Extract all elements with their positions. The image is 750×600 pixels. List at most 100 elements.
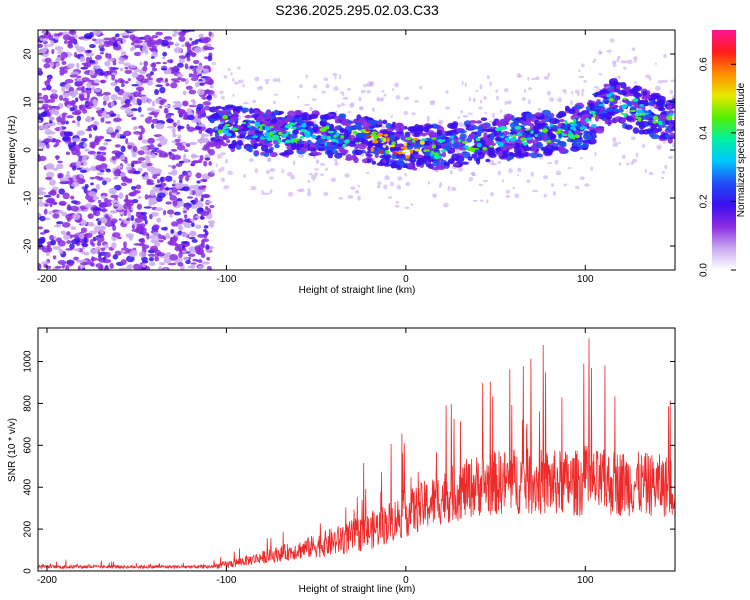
heatmap-cell bbox=[167, 240, 174, 245]
heatmap-cell bbox=[38, 187, 46, 191]
heatmap-cell bbox=[516, 142, 521, 148]
heatmap-cell bbox=[132, 170, 141, 175]
heatmap-cell bbox=[59, 94, 64, 101]
heatmap-cell bbox=[69, 177, 73, 185]
heatmap-cell bbox=[183, 149, 189, 152]
heatmap-cell bbox=[151, 170, 156, 175]
heatmap-cell bbox=[650, 125, 657, 130]
heatmap-cell bbox=[94, 135, 99, 142]
heatmap-cell bbox=[316, 138, 324, 143]
heatmap-cell bbox=[254, 121, 260, 126]
heatmap-cell bbox=[143, 34, 152, 42]
heatmap-cell bbox=[149, 189, 156, 196]
heatmap-cell bbox=[334, 161, 339, 167]
heatmap-cell bbox=[183, 218, 190, 223]
heatmap-cell bbox=[172, 179, 176, 185]
heatmap-cell bbox=[579, 176, 585, 181]
heatmap-cell bbox=[620, 112, 625, 115]
heatmap-cell bbox=[437, 139, 444, 143]
heatmap-cell bbox=[196, 103, 204, 110]
heatmap-cell bbox=[199, 154, 204, 161]
heatmap-cell bbox=[220, 152, 226, 156]
heatmap-cell bbox=[501, 126, 508, 130]
heatmap-cell bbox=[45, 163, 55, 170]
heatmap-cell bbox=[581, 113, 591, 119]
heatmap-cell bbox=[530, 171, 534, 177]
heatmap-cell bbox=[631, 136, 636, 141]
heatmap-cell bbox=[559, 112, 566, 117]
heatmap-cell bbox=[41, 261, 50, 265]
heatmap-cell bbox=[163, 237, 167, 241]
heatmap-cell bbox=[339, 127, 345, 134]
heatmap-cell bbox=[498, 132, 504, 137]
heatmap-cell bbox=[232, 77, 235, 82]
heatmap-cell bbox=[570, 122, 578, 127]
heatmap-cell bbox=[139, 227, 147, 234]
heatmap-cell bbox=[532, 139, 539, 145]
heatmap-cell bbox=[85, 56, 90, 64]
heatmap-cell bbox=[248, 158, 254, 162]
heatmap-cell bbox=[69, 164, 75, 168]
heatmap-cell bbox=[385, 149, 390, 154]
heatmap-cell bbox=[625, 110, 629, 113]
heatmap-cell bbox=[174, 107, 181, 111]
heatmap-cell bbox=[252, 145, 258, 150]
heatmap-cell bbox=[61, 60, 67, 65]
heatmap-cell bbox=[100, 79, 105, 84]
heatmap-cell bbox=[202, 193, 211, 199]
heatmap-cell bbox=[158, 266, 163, 270]
heatmap-cell bbox=[44, 203, 49, 207]
heatmap-cell bbox=[81, 85, 85, 91]
heatmap-cell bbox=[86, 101, 95, 107]
heatmap-cell bbox=[113, 176, 119, 180]
heatmap-cell bbox=[87, 150, 97, 155]
heatmap-cell bbox=[185, 143, 191, 148]
heatmap-cell bbox=[525, 112, 533, 119]
heatmap-cell bbox=[97, 220, 102, 226]
heatmap-cell bbox=[172, 104, 179, 109]
heatmap-cell bbox=[562, 89, 565, 92]
heatmap-cell bbox=[394, 204, 400, 208]
heatmap-cell bbox=[46, 197, 56, 203]
heatmap-cell bbox=[57, 174, 62, 179]
heatmap-cell bbox=[150, 212, 159, 217]
heatmap-cell bbox=[63, 131, 73, 137]
heatmap-cell bbox=[164, 77, 169, 83]
heatmap-cell bbox=[287, 191, 294, 197]
heatmap-cell bbox=[305, 121, 314, 127]
heatmap-cell bbox=[241, 107, 250, 113]
heatmap-cell bbox=[200, 215, 204, 220]
heatmap-cell bbox=[382, 119, 388, 125]
heatmap-cell bbox=[96, 171, 104, 176]
heatmap-cell bbox=[393, 133, 398, 137]
heatmap-cell bbox=[71, 234, 79, 238]
heatmap-marks bbox=[38, 30, 675, 270]
heatmap-cell bbox=[221, 95, 225, 100]
heatmap-cell bbox=[578, 69, 581, 73]
heatmap-cell bbox=[632, 98, 639, 102]
heatmap-cell bbox=[103, 40, 112, 48]
heatmap-cell bbox=[222, 125, 229, 130]
heatmap-cell bbox=[43, 208, 48, 215]
heatmap-cell bbox=[485, 138, 493, 146]
heatmap-cell bbox=[670, 79, 675, 82]
heatmap-cell bbox=[207, 79, 214, 85]
heatmap-cell bbox=[313, 168, 320, 171]
heatmap-cell bbox=[350, 186, 356, 190]
heatmap-cell bbox=[499, 142, 504, 148]
heatmap-x-tick-label: 0 bbox=[403, 274, 409, 285]
heatmap-cell bbox=[120, 259, 127, 265]
heatmap-cell bbox=[424, 124, 434, 129]
heatmap-cell bbox=[59, 125, 63, 132]
heatmap-cell bbox=[59, 177, 67, 183]
heatmap-cell bbox=[150, 56, 155, 59]
heatmap-cell bbox=[141, 260, 149, 264]
heatmap-cell bbox=[84, 184, 89, 189]
heatmap-cell bbox=[395, 201, 399, 204]
heatmap-cell bbox=[609, 92, 615, 95]
heatmap-cell bbox=[648, 171, 654, 176]
heatmap-cell bbox=[60, 230, 66, 235]
heatmap-cell bbox=[189, 37, 193, 41]
heatmap-cell bbox=[486, 199, 489, 204]
